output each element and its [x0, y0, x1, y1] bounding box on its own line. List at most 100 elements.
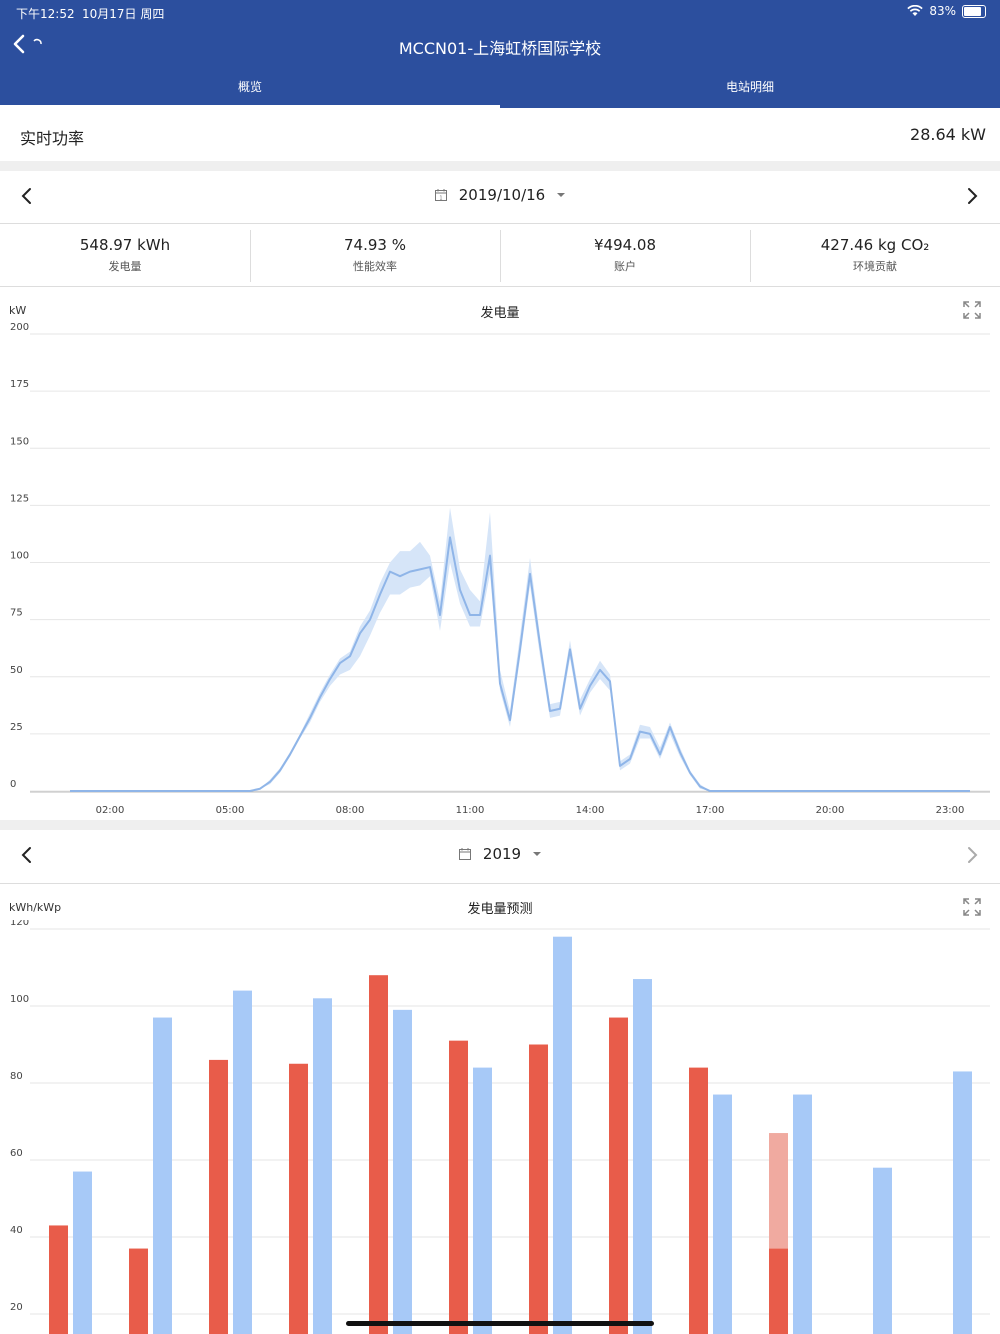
forecast-bar — [793, 1094, 812, 1334]
next-day-arrow-icon[interactable] — [961, 185, 983, 207]
loading-spinner-icon — [33, 38, 42, 45]
calendar-icon: 1 — [434, 189, 447, 201]
kpi-value: 427.46 kg CO₂ — [820, 236, 930, 254]
selected-year: 2019 — [482, 845, 522, 863]
forecast-bar — [313, 998, 332, 1334]
actual-bar — [369, 975, 388, 1334]
x-tick-label: 02:00 — [96, 805, 125, 816]
x-tick-label: 08:00 — [336, 805, 365, 816]
y-tick-label: 200 — [10, 322, 29, 333]
expand-icon[interactable] — [962, 897, 982, 917]
page-title: MCCN01-上海虹桥国际学校 — [398, 39, 602, 58]
chart-title: 发电量预测 — [467, 902, 533, 917]
section-divider — [0, 161, 1000, 171]
actual-bar — [689, 1067, 708, 1334]
section-divider — [0, 820, 1000, 830]
active-tab-indicator — [0, 105, 500, 108]
back-chevron-icon[interactable] — [8, 32, 32, 56]
calendar-icon — [459, 848, 472, 860]
kpi-performance: 74.93 % 性能效率 — [250, 226, 500, 286]
y-tick-label: 50 — [10, 665, 23, 676]
next-year-arrow-icon[interactable] — [961, 844, 983, 866]
actual-bar — [49, 1225, 68, 1334]
kpi-account: ¥494.08 账户 — [500, 226, 750, 286]
x-tick-label: 23:00 — [936, 805, 965, 816]
kpi-environment: 427.46 kg CO₂ 环境贡献 — [750, 226, 1000, 286]
forecast-bar — [553, 936, 572, 1334]
status-bar: 下午12:52 10月17日 周四 83% — [0, 0, 1000, 24]
kpi-label: 发电量 — [108, 260, 142, 273]
actual-bar — [289, 1063, 308, 1334]
realtime-power-value: 28.64 kW — [910, 125, 986, 144]
forecast-bar — [953, 1071, 972, 1334]
divider — [0, 883, 1000, 884]
year-picker[interactable]: 2019 — [0, 845, 1000, 863]
actual-bar — [769, 1248, 788, 1334]
forecast-chart: 20 40 60 80 100 120 — [10, 920, 990, 1334]
forecast-bar — [233, 990, 252, 1334]
year-selector: 2019 — [0, 830, 1000, 882]
selected-date: 2019/10/16 — [458, 186, 546, 204]
wifi-icon — [907, 5, 924, 16]
x-tick-label: 11:00 — [456, 805, 485, 816]
x-tick-label: 20:00 — [816, 805, 845, 816]
divider — [0, 286, 1000, 287]
y-tick-label: 40 — [10, 1225, 23, 1236]
y-tick-label: 150 — [10, 436, 29, 447]
svg-text:1: 1 — [439, 195, 442, 201]
status-time: 下午12:52 — [16, 7, 75, 21]
y-tick-label: 100 — [10, 994, 29, 1005]
y-tick-label: 125 — [10, 493, 29, 504]
nav-bar: MCCN01-上海虹桥国际学校 概览 电站明细 — [0, 24, 1000, 108]
actual-bar — [609, 1017, 628, 1334]
kpi-label: 账户 — [614, 260, 636, 273]
y-tick-label: 25 — [10, 722, 23, 733]
chart-unit-label: kW — [9, 304, 27, 317]
x-tick-label: 14:00 — [576, 805, 605, 816]
kpi-label: 性能效率 — [353, 260, 397, 273]
actual-bar — [209, 1059, 228, 1334]
realtime-power-row: 实时功率 28.64 kW — [0, 108, 1000, 161]
kpi-energy: 548.97 kWh 发电量 — [0, 226, 250, 286]
battery-percent: 83% — [929, 4, 956, 18]
x-tick-label: 17:00 — [696, 805, 725, 816]
kpi-label: 环境贡献 — [853, 260, 897, 273]
actual-bar — [449, 1040, 468, 1334]
battery-icon — [962, 4, 986, 18]
kpi-value: ¥494.08 — [593, 236, 657, 254]
estimated-bar — [769, 1133, 788, 1249]
y-tick-label: 60 — [10, 1148, 23, 1159]
kpi-value: 74.93 % — [344, 236, 406, 254]
actual-bar — [129, 1248, 148, 1334]
kpi-value: 548.97 kWh — [79, 236, 171, 254]
prev-year-arrow-icon[interactable] — [16, 844, 38, 866]
forecast-bar — [873, 1167, 892, 1334]
forecast-bar — [73, 1171, 92, 1334]
y-tick-label: 175 — [10, 379, 29, 390]
kpi-row: 548.97 kWh 发电量 74.93 % 性能效率 ¥494.08 账户 427.… — [0, 226, 1000, 286]
prev-day-arrow-icon[interactable] — [16, 185, 38, 207]
chart-title: 发电量 — [480, 306, 520, 321]
home-indicator — [346, 1321, 654, 1326]
date-selector: 1 2019/10/16 — [0, 171, 1000, 223]
y-tick-label: 75 — [10, 608, 23, 619]
forecast-bar — [473, 1067, 492, 1334]
status-date: 10月17日 周四 — [82, 7, 165, 21]
expand-icon[interactable] — [962, 300, 982, 320]
battery-level — [964, 6, 981, 16]
forecast-bar — [393, 1009, 412, 1334]
chart-unit-label: kWh/kWp — [9, 901, 62, 914]
actual-bar — [529, 1044, 548, 1334]
caret-down-icon — [532, 852, 541, 856]
tab-station-detail[interactable]: 电站明细 — [725, 80, 774, 94]
forecast-bar — [153, 1017, 172, 1334]
date-picker[interactable]: 1 2019/10/16 — [0, 186, 1000, 204]
caret-down-icon — [557, 193, 566, 197]
divider — [0, 223, 1000, 224]
tab-overview[interactable]: 概览 — [237, 80, 262, 94]
y-tick-label: 20 — [10, 1302, 23, 1313]
power-chart: 0 25 50 75 100 125 150 175 200 02:00 05:00 08:00 11:… — [10, 322, 990, 816]
y-tick-label: 0 — [10, 779, 16, 790]
y-tick-label: 120 — [10, 920, 29, 928]
y-tick-label: 100 — [10, 551, 29, 562]
